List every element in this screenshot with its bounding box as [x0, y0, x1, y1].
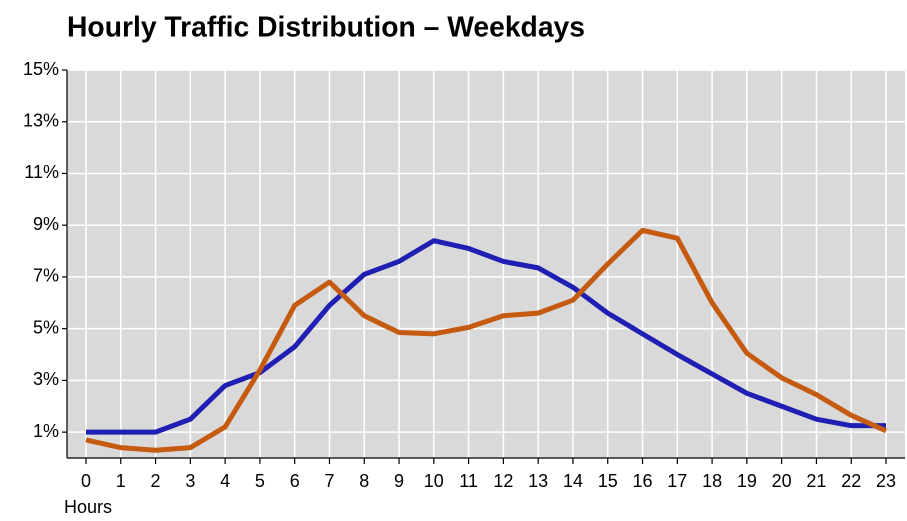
- x-tick-label: 6: [290, 471, 300, 491]
- x-tick-label: 9: [394, 471, 404, 491]
- y-tick-label: 15%: [23, 59, 59, 79]
- line-series: [85, 227, 888, 453]
- x-tick-label: 21: [806, 471, 826, 491]
- x-tick-label: 14: [563, 471, 583, 491]
- x-tick-label: 18: [702, 471, 722, 491]
- x-tick-label: 13: [528, 471, 548, 491]
- y-tick-label: 3%: [33, 369, 59, 389]
- y-tick-label: 11%: [24, 162, 59, 182]
- x-tick-label: 17: [667, 471, 687, 491]
- plot-area: [67, 70, 905, 458]
- x-tick-label: 0: [81, 471, 91, 491]
- line-series: [86, 238, 886, 435]
- x-tick-label: 20: [772, 471, 792, 491]
- x-axis-label: Hours: [64, 497, 112, 517]
- x-tick-label: 16: [633, 471, 653, 491]
- x-tick-label: 3: [185, 471, 195, 491]
- x-tick-label: 11: [459, 471, 478, 491]
- y-tick-label: 9%: [33, 214, 59, 234]
- x-tick-label: 12: [493, 471, 513, 491]
- x-tick-label: 22: [841, 471, 861, 491]
- y-tick-label: 5%: [33, 317, 59, 337]
- x-tick-label: 7: [324, 471, 334, 491]
- x-tick-label: 5: [255, 471, 265, 491]
- chart-title: Hourly Traffic Distribution – Weekdays: [67, 12, 585, 44]
- y-tick-label: 7%: [33, 266, 59, 286]
- x-tick-label: 10: [424, 471, 444, 491]
- x-tick-label: 19: [737, 471, 757, 491]
- y-tick-label: 13%: [23, 110, 59, 130]
- x-tick-label: 4: [220, 471, 230, 491]
- x-tick-label: 2: [151, 471, 161, 491]
- x-tick-label: 23: [876, 471, 896, 491]
- x-tick-label: 15: [598, 471, 618, 491]
- x-tick-label: 1: [116, 471, 126, 491]
- y-tick-label: 1%: [33, 421, 59, 441]
- x-tick-label: 8: [359, 471, 369, 491]
